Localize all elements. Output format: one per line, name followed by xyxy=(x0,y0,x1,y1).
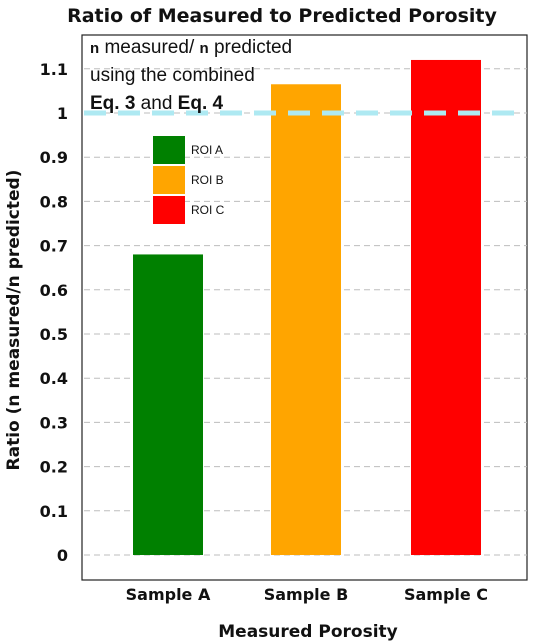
y-tick-label-1: 0.1 xyxy=(40,502,68,521)
y-tick-label-3: 0.3 xyxy=(40,413,68,432)
y-tick-label-11: 1.1 xyxy=(40,60,68,79)
y-tick-label-10: 1 xyxy=(57,104,68,123)
bar-2 xyxy=(271,84,341,556)
legend-label-1: ROI A xyxy=(191,143,223,157)
legend: ROI A ROI B ROI C xyxy=(153,136,225,224)
y-tick-label-2: 0.2 xyxy=(40,458,68,477)
y-tick-label-6: 0.6 xyxy=(40,281,68,300)
y-tick-label-9: 0.9 xyxy=(40,148,68,167)
y-tick-label-0: 0 xyxy=(57,546,68,565)
bars xyxy=(133,59,481,556)
legend-label-3: ROI C xyxy=(191,203,225,217)
legend-swatch-1 xyxy=(153,136,185,164)
y-tick-label-4: 0.4 xyxy=(40,369,68,388)
chart-title: Ratio of Measured to Predicted Porosity xyxy=(67,5,497,27)
x-tick-label-2: Sample B xyxy=(264,585,349,604)
bar-3 xyxy=(411,59,481,556)
x-tick-label-1: Sample A xyxy=(126,585,211,604)
y-tick-label-8: 0.8 xyxy=(40,192,68,211)
bar-1 xyxy=(133,254,203,555)
x-tick-labels: Sample A Sample B Sample C xyxy=(126,585,488,604)
legend-label-2: ROI B xyxy=(191,173,224,187)
annotation-line-3: Eq. 3 and Eq. 4 xyxy=(90,93,224,114)
annotation: n measured/ n predicted using the combin… xyxy=(90,37,292,114)
annotation-line-1: n measured/ n predicted xyxy=(90,37,292,58)
y-tick-label-5: 0.5 xyxy=(40,325,68,344)
y-tick-label-7: 0.7 xyxy=(40,237,68,256)
legend-swatch-3 xyxy=(153,196,185,224)
annotation-line-2: using the combined xyxy=(90,65,255,86)
x-axis-title: Measured Porosity xyxy=(218,622,398,642)
y-axis-title: Ratio (n measured/n predicted) xyxy=(4,170,24,471)
y-tick-labels: 0 0.1 0.2 0.3 0.4 0.5 0.6 0.7 0.8 0.9 1 1.1 xyxy=(40,60,68,565)
legend-swatch-2 xyxy=(153,166,185,194)
x-tick-label-3: Sample C xyxy=(404,585,488,604)
plot-frame xyxy=(81,34,528,581)
